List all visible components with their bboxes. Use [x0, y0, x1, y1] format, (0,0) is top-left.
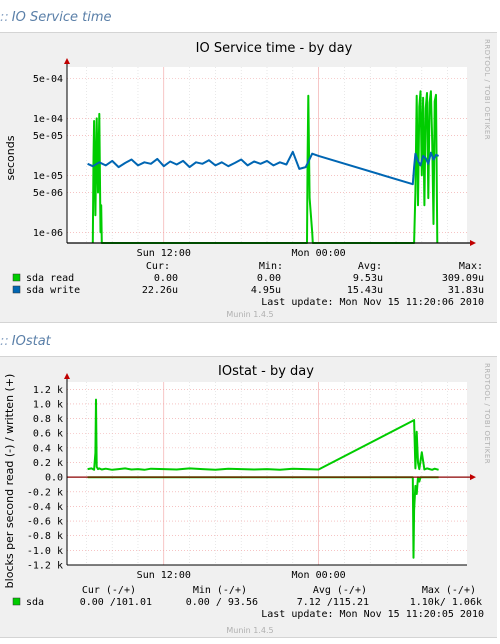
legend-avg-sda: 7.12 /115.21 [297, 597, 369, 608]
legend-cur-sda: 0.00 /101.01 [80, 597, 152, 608]
legend-max-sda-read: 309.09u [442, 273, 484, 284]
munin-version: Munin 1.4.5 [226, 626, 273, 635]
y-tick-label: -0.2 k [27, 487, 63, 498]
io-service-graph: IO Service time - by day seconds RRDTOOL… [0, 32, 497, 323]
x-tick-label: Sun 12:00 [137, 248, 191, 259]
x-tick-label: Mon 00:00 [292, 570, 346, 581]
y-axis-label: blocks per second read (-) / written (+) [3, 374, 16, 589]
y-tick-label: 0.4 k [33, 443, 63, 454]
io-service-chart: IO Service time - by day seconds RRDTOOL… [4, 39, 491, 319]
x-tick-label: Mon 00:00 [292, 248, 346, 259]
chart-title: IO Service time - by day [196, 41, 353, 56]
y-tick-label: 0.2 k [33, 458, 63, 469]
legend-header-avg: Avg (-/+) [313, 585, 367, 596]
series-line-sda [87, 398, 439, 471]
legend-header-cur: Cur: [146, 261, 170, 272]
chart-title: IOstat - by day [218, 364, 314, 379]
y-tick-label: -1.0 k [27, 546, 63, 557]
y-tick-label: 5e-06 [33, 188, 63, 199]
y-tick-label: 1e-04 [33, 114, 63, 125]
x-axis-arrow [470, 474, 476, 481]
legend-min-sda: 0.00 / 93.56 [186, 597, 258, 608]
x-axis-arrow [470, 240, 476, 246]
x-tick-label: Sun 12:00 [137, 570, 191, 581]
legend-swatch-sda-read [12, 273, 21, 282]
series-line-sda-write [87, 150, 439, 186]
legend-swatch-sda [12, 597, 21, 606]
legend-name-sda-read: sda read [26, 273, 74, 284]
munin-version: Munin 1.4.5 [226, 310, 273, 319]
y-axis-arrow [64, 58, 70, 64]
y-tick-label: 0.8 k [33, 414, 63, 425]
legend-header-avg: Avg: [358, 261, 382, 272]
legend-header-max: Max: [459, 261, 483, 272]
y-tick-label: 0.6 k [33, 429, 63, 440]
section-heading-text: IOstat [11, 334, 51, 349]
y-tick-label: -0.4 k [27, 502, 63, 513]
last-update: Last update: Mon Nov 15 11:20:05 2010 [261, 609, 484, 620]
legend-avg-sda-read: 9.53u [353, 273, 383, 284]
section-heading-io-service-time[interactable]: :: IO Service time [0, 10, 112, 25]
legend-header-max: Max (-/+) [422, 585, 476, 596]
iostat-graph: IOstat - by day blocks per second read (… [0, 356, 497, 638]
y-tick-label: 1.0 k [33, 399, 63, 410]
legend-min-sda-read: 0.00 [257, 273, 281, 284]
legend-swatch-sda-write [12, 285, 21, 294]
y-tick-label: -0.8 k [27, 531, 63, 542]
y-axis-label: seconds [4, 135, 17, 180]
rrdtool-credit: RRDTOOL / TOBI OETIKER [483, 39, 491, 140]
legend-avg-sda-write: 15.43u [347, 285, 383, 296]
y-tick-label: 0.0 [45, 473, 63, 484]
series-line-sda-read [91, 90, 439, 244]
heading-colons: :: [0, 334, 9, 349]
legend-cur-sda-write: 22.26u [142, 285, 178, 296]
legend-header-cur: Cur (-/+) [82, 585, 136, 596]
legend-max-sda: 1.10k/ 1.06k [410, 597, 482, 608]
legend-name-sda: sda [26, 597, 44, 608]
legend-min-sda-write: 4.95u [251, 285, 281, 296]
section-heading-text: IO Service time [11, 10, 112, 25]
section-heading-iostat[interactable]: :: IOstat [0, 334, 51, 349]
heading-colons: :: [0, 10, 9, 25]
iostat-chart: IOstat - by day blocks per second read (… [3, 363, 491, 635]
legend-max-sda-write: 31.83u [448, 285, 484, 296]
y-tick-label: 5e-04 [33, 74, 63, 85]
legend-cur-sda-read: 0.00 [154, 273, 178, 284]
legend-name-sda-write: sda write [26, 285, 80, 296]
legend-header-min: Min: [259, 261, 283, 272]
y-tick-label: -0.6 k [27, 517, 63, 528]
y-tick-label: 1e-05 [33, 171, 63, 182]
y-tick-label: 1.2 k [33, 385, 63, 396]
y-tick-label: 1e-06 [33, 228, 63, 239]
legend-header-min: Min (-/+) [193, 585, 247, 596]
y-tick-label: 5e-05 [33, 131, 63, 142]
rrdtool-credit: RRDTOOL / TOBI OETIKER [483, 363, 491, 464]
y-axis-arrow [64, 373, 70, 379]
y-tick-label: -1.2 k [27, 561, 63, 572]
last-update: Last update: Mon Nov 15 11:20:06 2010 [261, 297, 484, 308]
